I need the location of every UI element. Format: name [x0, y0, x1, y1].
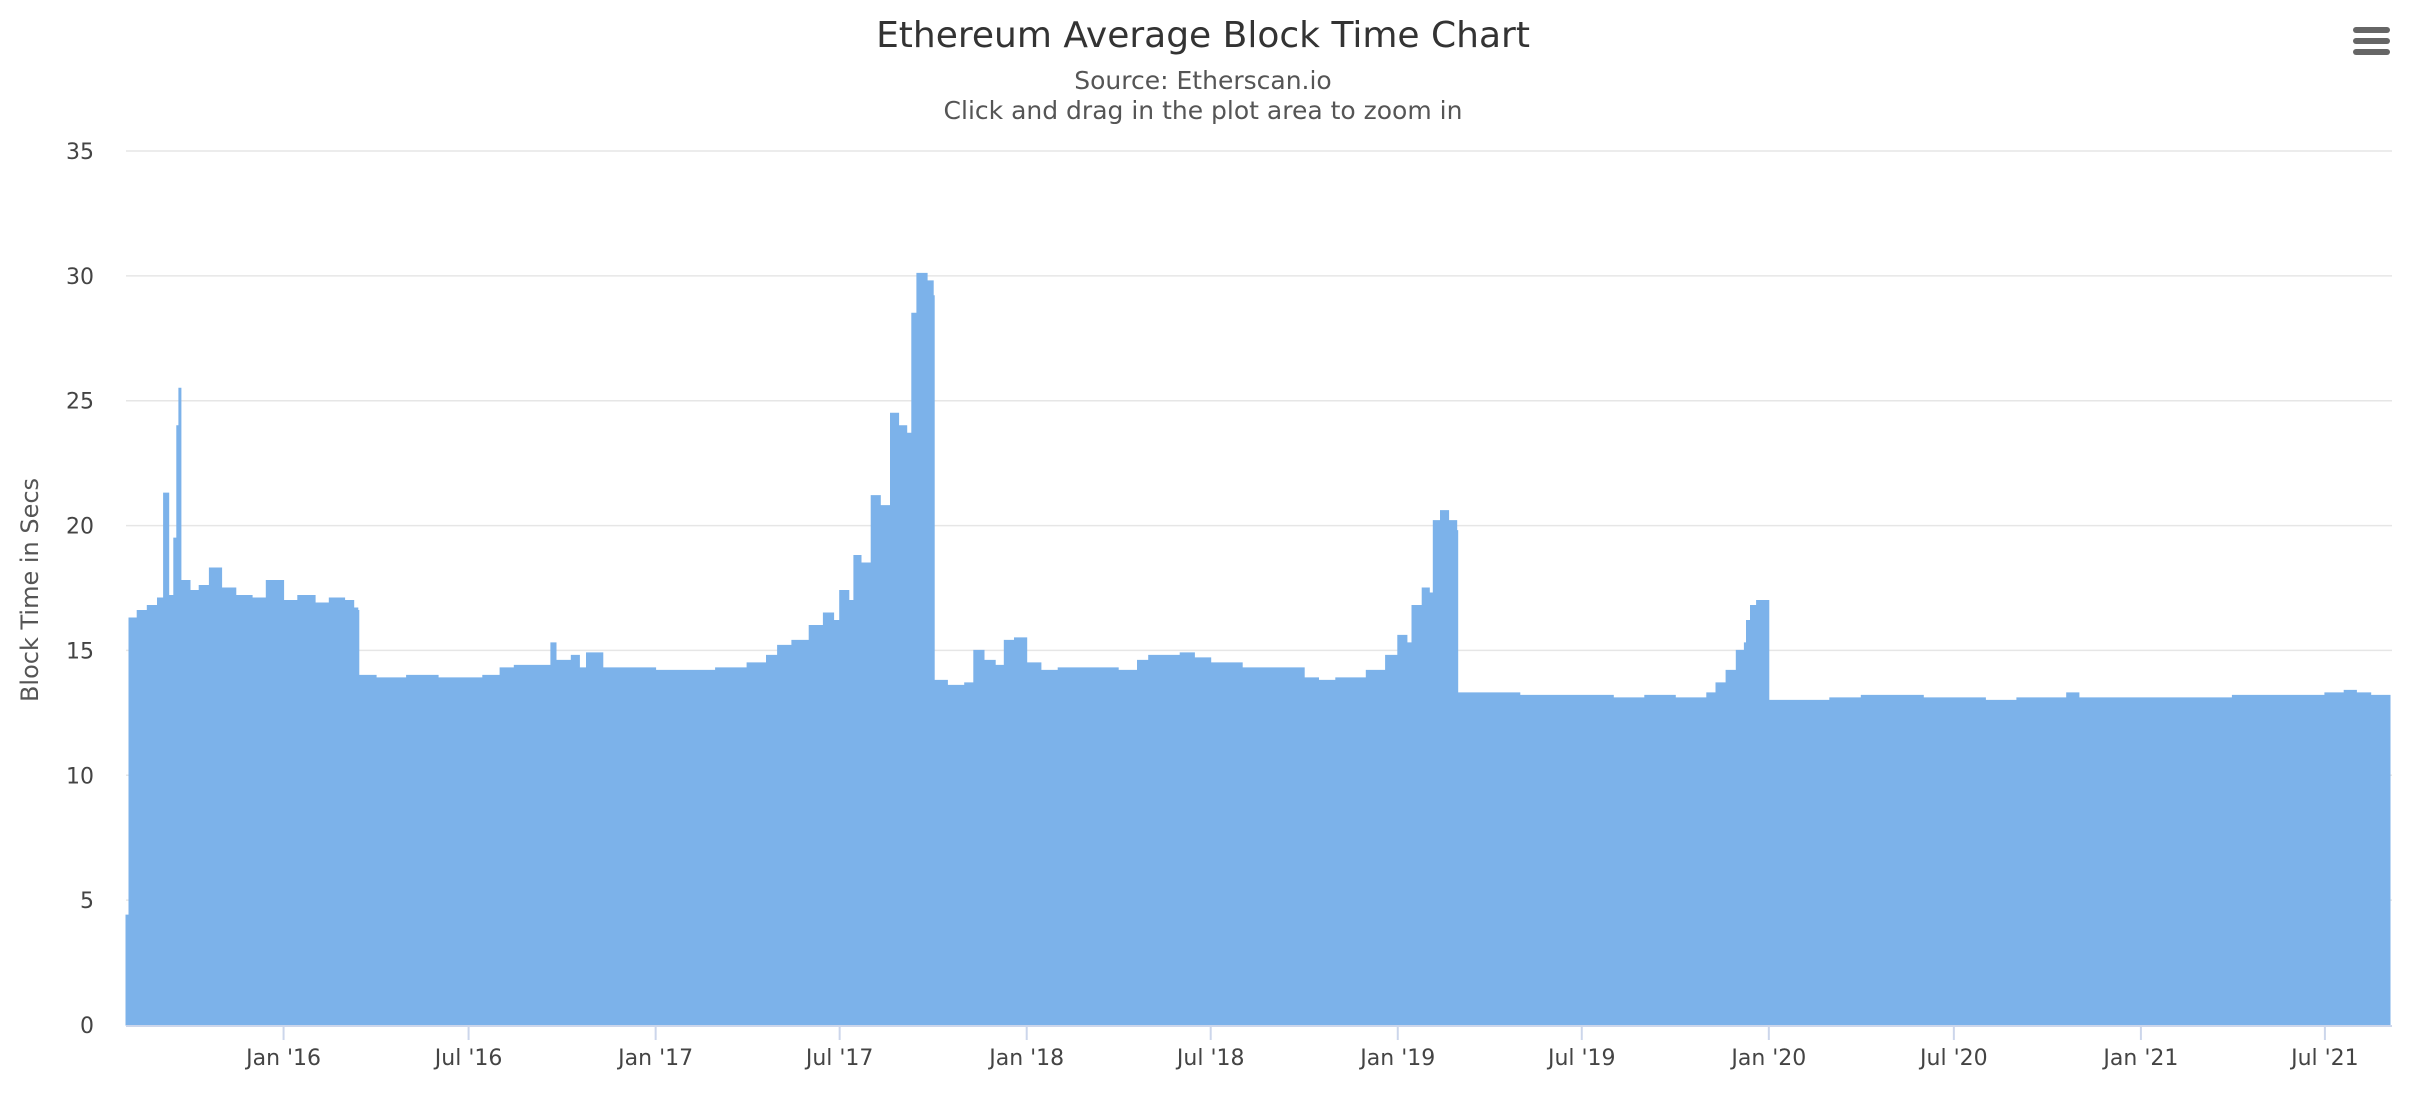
chart-subtitle-zoom-hint: Click and drag in the plot area to zoom … [944, 96, 1463, 125]
chart-subtitle-source: Source: Etherscan.io [1074, 66, 1331, 95]
x-tick-label: Jul '16 [433, 1046, 503, 1071]
x-tick-label: Jan '18 [987, 1046, 1064, 1071]
chart-context-menu-button[interactable] [2350, 18, 2394, 62]
series-area[interactable] [125, 272, 2391, 1026]
x-tick-label: Jul '19 [1546, 1046, 1616, 1071]
y-tick-label: 10 [66, 764, 94, 789]
y-tick-label: 30 [66, 265, 94, 290]
y-tick-label: 0 [80, 1014, 94, 1039]
x-tick-label: Jan '19 [1358, 1046, 1435, 1071]
x-tick-label: Jul '20 [1918, 1046, 1988, 1071]
y-tick-label: 25 [66, 390, 94, 415]
x-tick-label: Jul '17 [804, 1046, 874, 1071]
x-axis-ticks: Jan '16 Jul '16 Jan '17 Jul '17 Jan '18 Jul '… [244, 1026, 2359, 1071]
y-axis-ticks: 0 5 10 15 20 25 30 35 [66, 140, 94, 1039]
y-tick-label: 20 [66, 515, 94, 540]
y-axis-title: Block Time in Secs [16, 478, 44, 702]
y-tick-label: 5 [80, 889, 94, 914]
chart-title: Ethereum Average Block Time Chart [876, 15, 1530, 56]
x-tick-label: Jul '18 [1175, 1046, 1245, 1071]
x-tick-label: Jan '17 [616, 1046, 693, 1071]
x-tick-label: Jan '20 [1729, 1046, 1806, 1071]
hamburger-menu-icon [2353, 27, 2390, 55]
y-tick-label: 35 [66, 140, 94, 165]
y-tick-label: 15 [66, 639, 94, 664]
x-tick-label: Jan '16 [244, 1046, 321, 1071]
x-tick-label: Jul '21 [2289, 1046, 2359, 1071]
x-tick-label: Jan '21 [2101, 1046, 2178, 1071]
